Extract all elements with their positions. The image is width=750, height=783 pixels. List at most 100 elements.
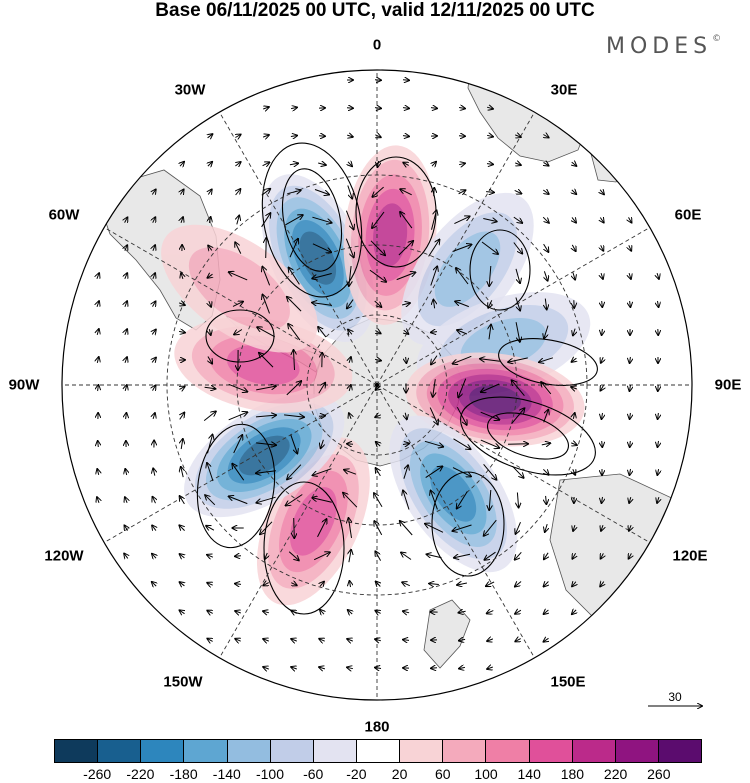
wind-vector <box>572 582 576 587</box>
wind-vector <box>152 554 156 558</box>
wind-vector <box>456 406 466 425</box>
colorbar-tick-label: -260 <box>83 766 112 782</box>
wind-vector <box>403 640 410 641</box>
wind-vector <box>205 495 216 506</box>
wind-vector <box>375 331 380 334</box>
wind-vector <box>291 611 296 614</box>
wind-vector <box>284 415 304 417</box>
colorbar-swatch <box>184 740 228 762</box>
wind-vector <box>425 466 443 479</box>
wind-vector <box>263 639 269 641</box>
wind-vector <box>572 610 576 614</box>
lon-label-30e: 30E <box>550 81 578 99</box>
wind-vector <box>512 465 523 478</box>
wind-vector <box>573 272 575 279</box>
vector-scale-label: 30 <box>668 690 682 704</box>
wind-vector <box>313 552 330 561</box>
wind-vector <box>97 301 99 307</box>
wind-vector <box>318 163 326 165</box>
wind-vector <box>546 495 547 504</box>
wind-vector <box>263 107 269 109</box>
wind-vector <box>318 327 327 338</box>
map-title: Base 06/11/2025 00 UTC, valid 12/11/2025… <box>155 0 595 21</box>
pink-anomaly-55w <box>161 224 318 353</box>
wind-vector <box>312 216 331 223</box>
wind-vector <box>263 611 270 613</box>
wind-vector <box>403 491 410 510</box>
wind-vector <box>405 412 407 420</box>
wind-vector <box>658 412 659 419</box>
wind-vector <box>290 136 297 137</box>
wind-vector <box>237 216 239 225</box>
wind-vector <box>312 498 332 503</box>
wind-vector <box>541 382 552 395</box>
wind-vector <box>262 135 269 137</box>
wind-vector <box>480 359 500 361</box>
wind-vector <box>481 241 498 254</box>
wind-vector <box>573 328 575 336</box>
wind-vector <box>513 242 522 254</box>
wind-vector <box>572 190 576 194</box>
wind-vector <box>480 411 500 420</box>
wind-vector <box>209 301 211 307</box>
wind-vector <box>406 356 407 363</box>
wind-vector <box>152 525 156 530</box>
wind-vector <box>262 162 270 165</box>
wind-vector <box>601 385 604 390</box>
wind-vector <box>203 411 216 421</box>
wind-vector <box>347 135 353 137</box>
wind-vector <box>376 386 381 390</box>
wind-vector <box>181 217 183 223</box>
wind-vector <box>180 582 185 586</box>
wind-vector <box>209 328 210 335</box>
wind-vector <box>294 350 295 371</box>
wind-vector <box>600 582 604 587</box>
wind-vector <box>454 553 471 558</box>
wind-vector <box>571 387 577 389</box>
wind-vector <box>228 383 248 391</box>
wind-vector <box>125 273 127 279</box>
colorbar-swatch <box>356 740 401 762</box>
wind-vector <box>630 300 631 307</box>
wind-vector <box>601 525 603 531</box>
wind-vector <box>262 267 271 286</box>
meridian-line <box>376 384 651 543</box>
wind-vector <box>263 295 270 314</box>
wind-vector <box>372 186 384 197</box>
wind-vector <box>288 324 301 341</box>
wind-vector <box>261 213 271 228</box>
wind-vector <box>294 517 295 538</box>
colorbar-tick-label: 220 <box>603 766 628 782</box>
wind-vector <box>629 496 631 503</box>
wind-vector <box>152 190 155 195</box>
wind-vector <box>483 219 496 222</box>
wind-vector <box>430 108 437 109</box>
wind-vector <box>153 413 155 420</box>
wind-vector <box>600 190 604 195</box>
wind-vector <box>347 185 352 199</box>
wind-vector <box>180 190 183 195</box>
wind-vector <box>400 212 413 229</box>
wind-vector <box>312 273 332 279</box>
wind-vector <box>375 415 381 417</box>
wind-vector <box>433 300 434 309</box>
wind-vector <box>400 521 413 536</box>
wind-vector <box>431 332 438 333</box>
wind-vector <box>350 581 351 588</box>
height-anomaly-field <box>161 145 591 606</box>
wind-vector <box>401 303 410 305</box>
wind-vector <box>516 522 521 534</box>
colorbar-swatch <box>55 740 99 762</box>
wind-vector <box>263 583 268 586</box>
wind-vector <box>403 611 410 613</box>
new-zealand-islands <box>423 599 471 669</box>
wind-vector <box>256 386 276 391</box>
colorbar-tick-label: -60 <box>303 766 324 782</box>
wind-vector <box>572 162 577 166</box>
colorbar-tick-label: 60 <box>435 766 451 782</box>
wind-vector <box>486 107 493 109</box>
wind-vector <box>343 493 358 508</box>
wind-vector <box>345 238 353 258</box>
wind-vector <box>375 551 382 561</box>
wind-vector <box>259 353 274 368</box>
